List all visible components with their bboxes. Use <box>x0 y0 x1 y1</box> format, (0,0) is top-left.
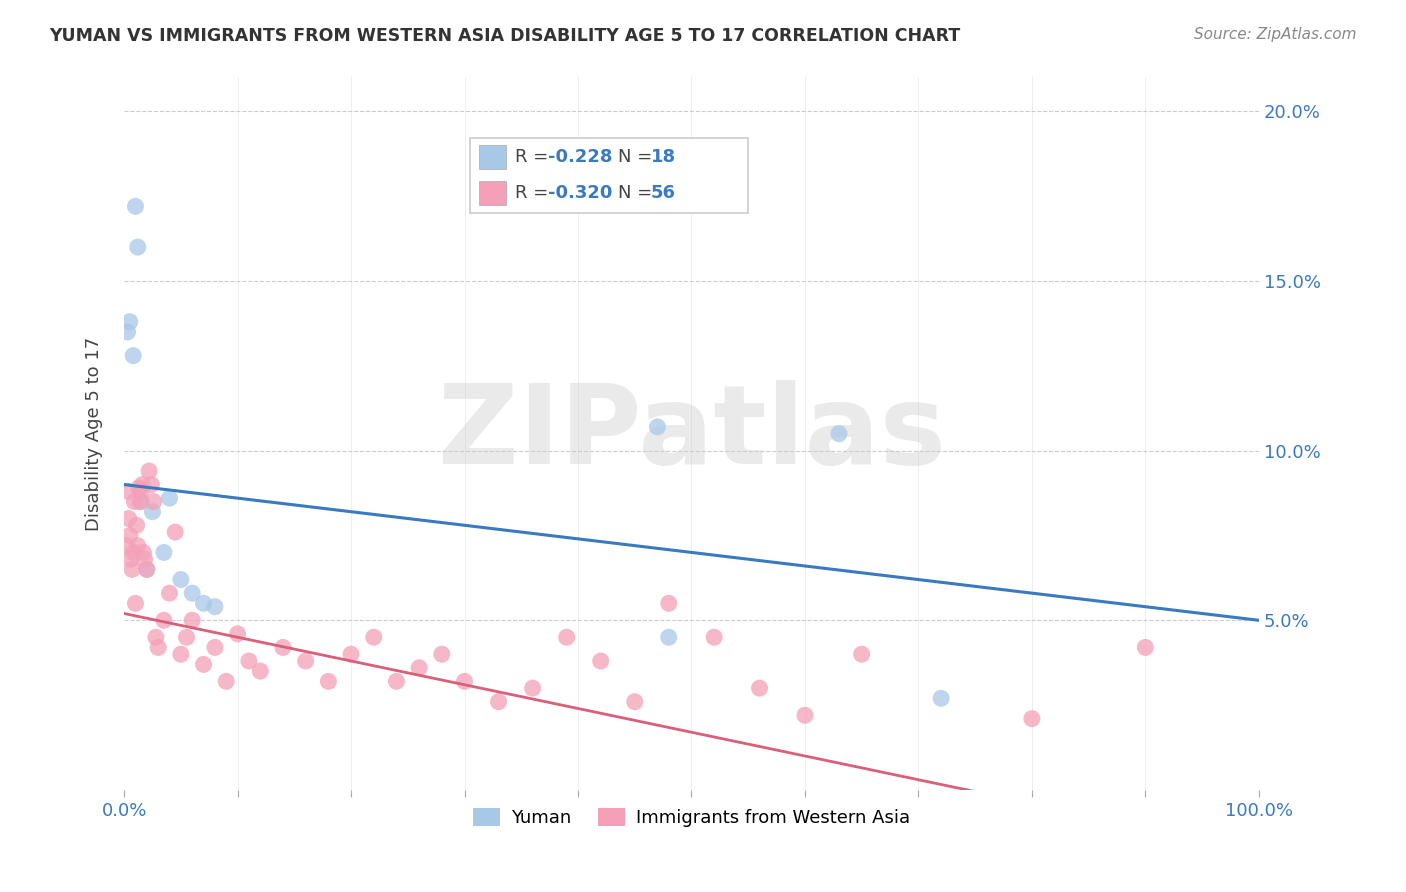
Text: YUMAN VS IMMIGRANTS FROM WESTERN ASIA DISABILITY AGE 5 TO 17 CORRELATION CHART: YUMAN VS IMMIGRANTS FROM WESTERN ASIA DI… <box>49 27 960 45</box>
Point <box>204 599 226 614</box>
Point <box>122 349 145 363</box>
Point <box>647 420 669 434</box>
Point <box>658 596 681 610</box>
Point <box>658 630 681 644</box>
Point <box>131 477 153 491</box>
Point <box>929 691 952 706</box>
Point <box>318 674 340 689</box>
Text: ZIPatlas: ZIPatlas <box>437 380 945 487</box>
Point <box>748 681 770 695</box>
Point <box>226 627 249 641</box>
Point <box>159 491 181 505</box>
Point <box>121 562 143 576</box>
Point <box>129 494 152 508</box>
Point <box>125 518 148 533</box>
Point <box>132 545 155 559</box>
Point <box>124 199 146 213</box>
Point <box>135 562 157 576</box>
Point <box>430 647 453 661</box>
Point <box>363 630 385 644</box>
Point <box>204 640 226 655</box>
Point <box>170 573 193 587</box>
Point <box>1021 712 1043 726</box>
Point <box>385 674 408 689</box>
Point <box>249 664 271 678</box>
Point <box>453 674 475 689</box>
Point <box>127 240 149 254</box>
Point <box>623 695 645 709</box>
Point <box>555 630 578 644</box>
Legend: Yuman, Immigrants from Western Asia: Yuman, Immigrants from Western Asia <box>465 800 917 834</box>
Point <box>145 630 167 644</box>
Point <box>271 640 294 655</box>
Point <box>141 505 163 519</box>
Point <box>153 613 176 627</box>
Point <box>127 539 149 553</box>
Point <box>294 654 316 668</box>
Point <box>118 528 141 542</box>
Point <box>120 552 142 566</box>
Text: Source: ZipAtlas.com: Source: ZipAtlas.com <box>1194 27 1357 42</box>
Point <box>118 511 141 525</box>
Point <box>589 654 612 668</box>
Point <box>129 484 152 499</box>
Point <box>146 640 169 655</box>
Point <box>340 647 363 661</box>
Point <box>193 596 215 610</box>
Point <box>117 484 139 499</box>
Point <box>193 657 215 672</box>
Point <box>141 477 163 491</box>
Y-axis label: Disability Age 5 to 17: Disability Age 5 to 17 <box>86 336 103 531</box>
Point <box>134 552 156 566</box>
Point <box>851 647 873 661</box>
Point <box>165 524 187 539</box>
Point <box>703 630 725 644</box>
Point <box>159 586 181 600</box>
Point <box>176 630 198 644</box>
Point <box>122 545 145 559</box>
Point <box>124 494 146 508</box>
Point <box>1135 640 1157 655</box>
Point <box>794 708 817 723</box>
Point <box>138 464 160 478</box>
Point <box>215 674 238 689</box>
Point <box>117 325 139 339</box>
Point <box>408 661 430 675</box>
Point <box>115 539 138 553</box>
Point <box>135 562 157 576</box>
Point <box>181 613 204 627</box>
Point <box>153 545 176 559</box>
Point <box>128 481 150 495</box>
Point <box>142 494 165 508</box>
Point <box>522 681 544 695</box>
Point <box>118 315 141 329</box>
Point <box>170 647 193 661</box>
Point <box>129 494 152 508</box>
Point <box>488 695 510 709</box>
Point <box>124 596 146 610</box>
Point <box>828 426 851 441</box>
Point <box>238 654 260 668</box>
Point <box>181 586 204 600</box>
